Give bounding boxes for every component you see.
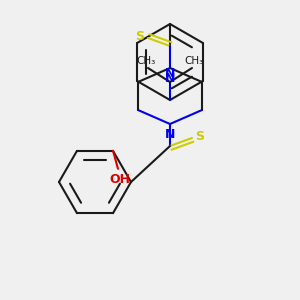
Text: N: N: [165, 128, 175, 141]
Text: CH₃: CH₃: [184, 56, 204, 66]
Text: OH: OH: [110, 173, 130, 186]
Text: N: N: [165, 67, 175, 80]
Text: S: S: [196, 130, 205, 142]
Text: CH₃: CH₃: [136, 56, 156, 66]
Text: S: S: [136, 29, 145, 43]
Text: N: N: [165, 72, 175, 85]
